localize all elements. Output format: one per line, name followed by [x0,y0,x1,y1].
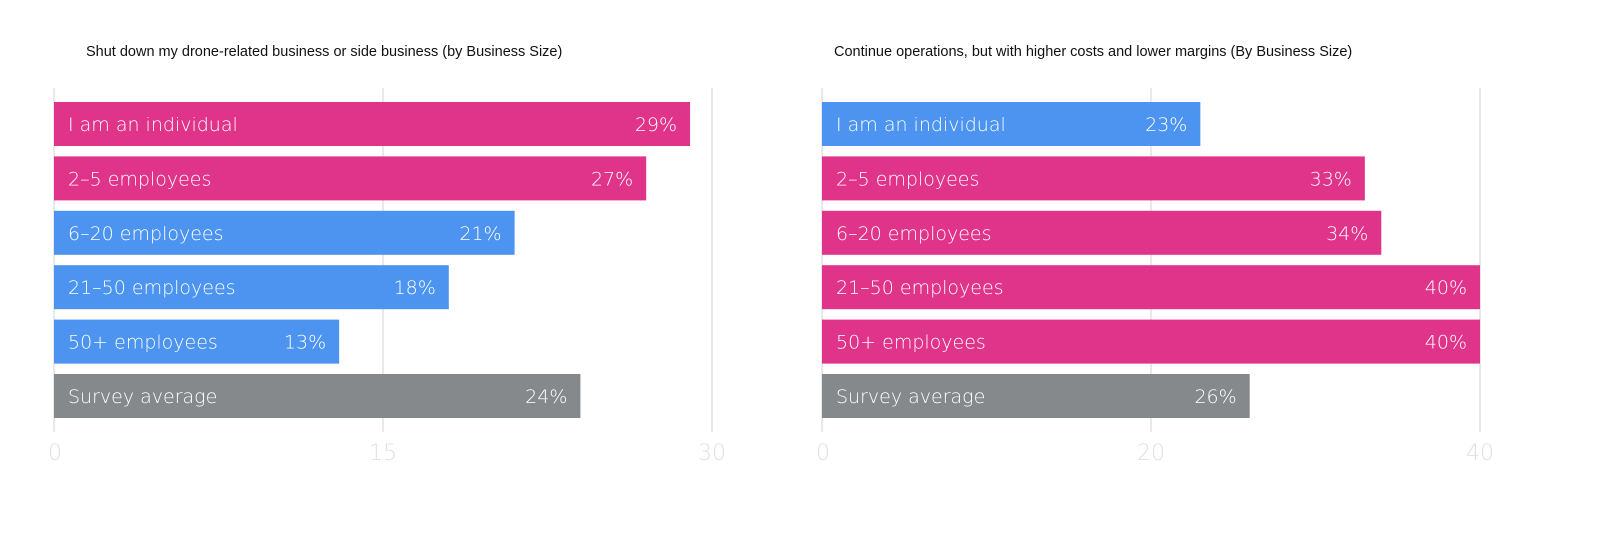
chart-title-left: Shut down my drone-related business or s… [86,44,563,60]
data-label: 21% [459,223,501,245]
data-label: 29% [635,114,677,136]
category-label: Survey average [68,386,217,408]
x-tick-label: 15 [369,441,397,466]
bar [822,374,1250,418]
x-tick-label: 40 [1466,441,1494,466]
x-tick-label: 20 [1137,441,1165,466]
bar [822,156,1365,201]
data-label: 24% [525,386,567,408]
bar [54,265,449,310]
data-label: 33% [1310,168,1352,190]
category-label: 21–50 employees [836,277,1004,299]
x-tick-label: 0 [48,441,62,466]
bar [822,265,1480,310]
category-label: I am an individual [836,114,1006,136]
data-label: 27% [591,168,633,190]
chart-1: 0 20 40 I am an individual 23% 2–5 employees 3… [816,88,1494,466]
data-label: 34% [1326,223,1368,245]
bar [54,210,515,255]
chart-0: 0 15 30 I am an individual 29% 2–5 employees 2… [48,88,726,466]
x-tick-label: 0 [816,441,830,466]
bar [54,156,647,201]
category-label: 50+ employees [68,332,218,354]
category-label: 50+ employees [836,332,986,354]
bar [822,102,1201,146]
category-label: 2–5 employees [836,168,979,190]
category-label: 6–20 employees [68,223,224,245]
category-label: I am an individual [68,114,238,136]
category-label: 6–20 employees [836,223,992,245]
category-label: Survey average [836,386,985,408]
category-label: 2–5 employees [68,168,211,190]
data-label: 18% [394,277,436,299]
chart-title-right: Continue operations, but with higher cos… [834,44,1353,60]
data-label: 23% [1145,114,1187,136]
data-label: 40% [1425,332,1467,354]
data-label: 26% [1194,386,1236,408]
bar [54,319,340,364]
x-tick-label: 30 [698,441,726,466]
category-label: 21–50 employees [68,277,236,299]
data-label: 13% [284,332,326,354]
data-label: 40% [1425,277,1467,299]
bar [822,319,1480,364]
bar [54,102,691,146]
bar [822,210,1382,255]
bar [54,374,581,418]
